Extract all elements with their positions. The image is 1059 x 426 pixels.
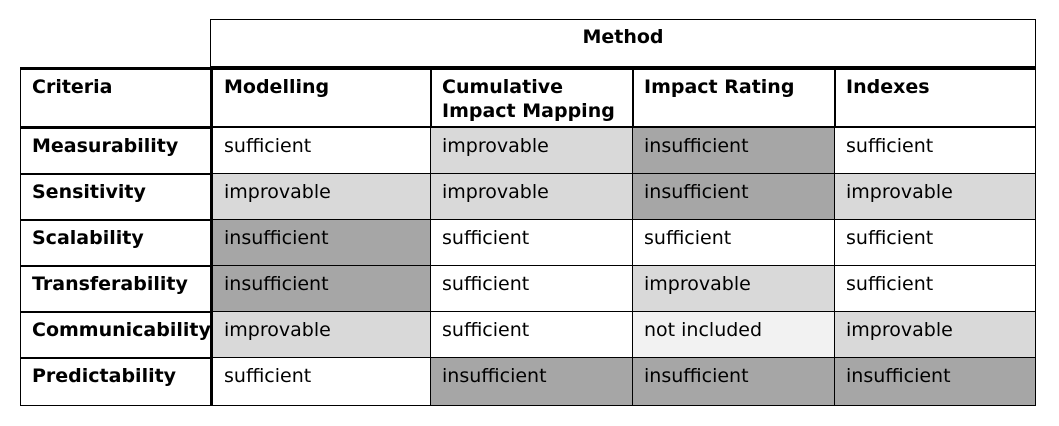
column-header-label-line1: Cumulative bbox=[442, 76, 563, 98]
rating-value: sufficient bbox=[224, 135, 312, 157]
rating-cell: sufficient bbox=[834, 219, 1036, 267]
rating-value: not included bbox=[644, 319, 763, 341]
method-group-header: Method bbox=[210, 19, 1036, 69]
column-header-label: Indexes bbox=[846, 76, 930, 98]
rating-value: insufficient bbox=[644, 135, 749, 157]
rating-value: improvable bbox=[442, 181, 549, 203]
rating-cell: improvable bbox=[430, 127, 634, 175]
rating-value: improvable bbox=[224, 319, 331, 341]
rating-value: insufficient bbox=[224, 227, 329, 249]
column-header-label: Impact Rating bbox=[644, 76, 795, 98]
rating-cell: insufficient bbox=[210, 265, 432, 313]
rating-cell: improvable bbox=[834, 173, 1036, 221]
column-header-cumulative-impact-mapping: Cumulative Impact Mapping bbox=[430, 67, 634, 129]
rating-value: improvable bbox=[224, 181, 331, 203]
rating-cell: sufficient bbox=[834, 265, 1036, 313]
rating-value: sufficient bbox=[224, 365, 312, 387]
rating-value: sufficient bbox=[846, 273, 934, 295]
rating-cell: improvable bbox=[834, 311, 1036, 359]
rating-cell: improvable bbox=[632, 265, 836, 313]
criteria-header: Criteria bbox=[20, 67, 212, 129]
rating-cell: not included bbox=[632, 311, 836, 359]
column-header-indexes: Indexes bbox=[834, 67, 1036, 129]
rating-value: improvable bbox=[846, 181, 953, 203]
column-header-modelling: Modelling bbox=[210, 67, 432, 129]
rating-value: improvable bbox=[846, 319, 953, 341]
criterion-label: Measurability bbox=[32, 135, 179, 157]
criterion-cell: Transferability bbox=[20, 265, 212, 313]
rating-cell: improvable bbox=[210, 173, 432, 221]
criterion-label: Sensitivity bbox=[32, 181, 146, 203]
rating-cell: insufficient bbox=[210, 219, 432, 267]
rating-value: insufficient bbox=[846, 365, 951, 387]
criterion-cell: Measurability bbox=[20, 127, 212, 175]
rating-cell: sufficient bbox=[632, 219, 836, 267]
rating-cell: insufficient bbox=[632, 173, 836, 221]
rating-value: improvable bbox=[644, 273, 751, 295]
rating-value: insufficient bbox=[442, 365, 547, 387]
rating-cell: improvable bbox=[430, 173, 634, 221]
column-header-impact-rating: Impact Rating bbox=[632, 67, 836, 129]
rating-cell: insufficient bbox=[430, 357, 634, 406]
rating-cell: insufficient bbox=[834, 357, 1036, 406]
criterion-cell: Scalability bbox=[20, 219, 212, 267]
criterion-label: Predictability bbox=[32, 365, 177, 387]
rating-value: sufficient bbox=[644, 227, 732, 249]
rating-value: sufficient bbox=[846, 227, 934, 249]
rating-cell: sufficient bbox=[210, 357, 432, 406]
rating-value: sufficient bbox=[442, 273, 530, 295]
column-header-label-line2: Impact Mapping bbox=[442, 100, 615, 122]
rating-value: insufficient bbox=[644, 365, 749, 387]
criterion-cell: Communicability bbox=[20, 311, 212, 359]
rating-cell: sufficient bbox=[430, 265, 634, 313]
rating-value: improvable bbox=[442, 135, 549, 157]
method-label: Method bbox=[582, 26, 664, 48]
rating-cell: sufficient bbox=[430, 311, 634, 359]
criterion-label: Transferability bbox=[32, 273, 188, 295]
rating-cell: sufficient bbox=[834, 127, 1036, 175]
criteria-header-label: Criteria bbox=[32, 76, 113, 98]
criterion-cell: Predictability bbox=[20, 357, 212, 406]
rating-cell: sufficient bbox=[430, 219, 634, 267]
rating-cell: insufficient bbox=[632, 127, 836, 175]
rating-value: sufficient bbox=[846, 135, 934, 157]
criterion-label: Scalability bbox=[32, 227, 144, 249]
rating-value: insufficient bbox=[644, 181, 749, 203]
column-header-label: Modelling bbox=[224, 76, 330, 98]
criterion-cell: Sensitivity bbox=[20, 173, 212, 221]
rating-value: sufficient bbox=[442, 319, 530, 341]
rating-value: insufficient bbox=[224, 273, 329, 295]
rating-cell: sufficient bbox=[210, 127, 432, 175]
rating-value: sufficient bbox=[442, 227, 530, 249]
rating-cell: insufficient bbox=[632, 357, 836, 406]
criterion-label: Communicability bbox=[32, 319, 211, 341]
rating-cell: improvable bbox=[210, 311, 432, 359]
